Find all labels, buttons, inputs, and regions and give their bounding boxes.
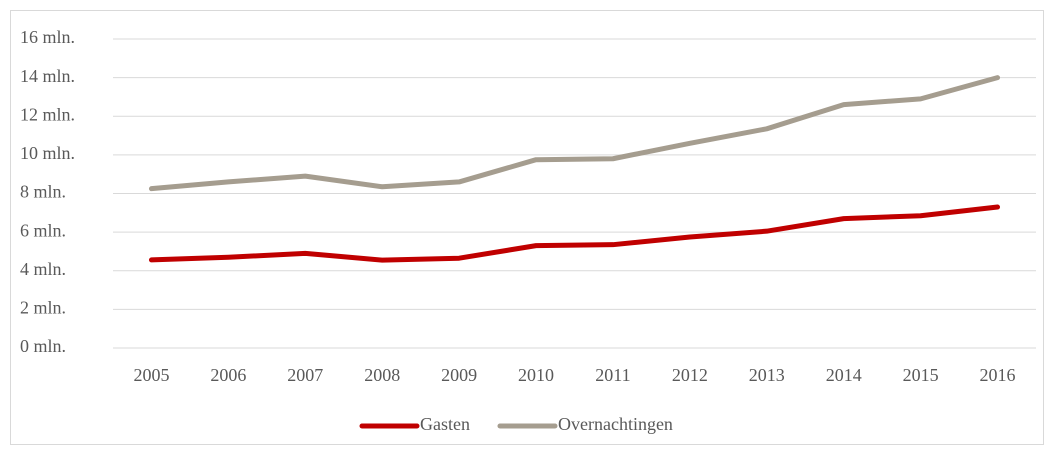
chart-frame [10, 10, 1044, 445]
y-tick-label: 16 mln. [20, 27, 75, 47]
x-tick-label: 2007 [287, 365, 323, 385]
x-tick-label: 2013 [749, 365, 785, 385]
y-tick-label: 10 mln. [20, 143, 75, 163]
y-tick-label: 2 mln. [20, 298, 66, 318]
x-tick-label: 2006 [210, 365, 246, 385]
y-tick-label: 12 mln. [20, 104, 75, 124]
legend-label: Overnachtingen [558, 414, 673, 434]
y-tick-label: 14 mln. [20, 66, 75, 86]
x-tick-label: 2014 [826, 365, 862, 385]
legend-label: Gasten [420, 414, 470, 434]
x-tick-label: 2008 [364, 365, 400, 385]
y-tick-label: 0 mln. [20, 336, 66, 356]
x-tick-label: 2015 [903, 365, 939, 385]
series-line [148, 75, 1001, 192]
x-tick-label: 2012 [672, 365, 708, 385]
x-tick-label: 2005 [133, 365, 169, 385]
y-tick-label: 6 mln. [20, 220, 66, 240]
x-tick-label: 2011 [595, 365, 630, 385]
x-tick-label: 2010 [518, 365, 554, 385]
y-tick-label: 4 mln. [20, 259, 66, 279]
y-tick-label: 8 mln. [20, 182, 66, 202]
x-tick-label: 2009 [441, 365, 477, 385]
series-line [148, 204, 1001, 263]
x-tick-label: 2016 [980, 365, 1016, 385]
